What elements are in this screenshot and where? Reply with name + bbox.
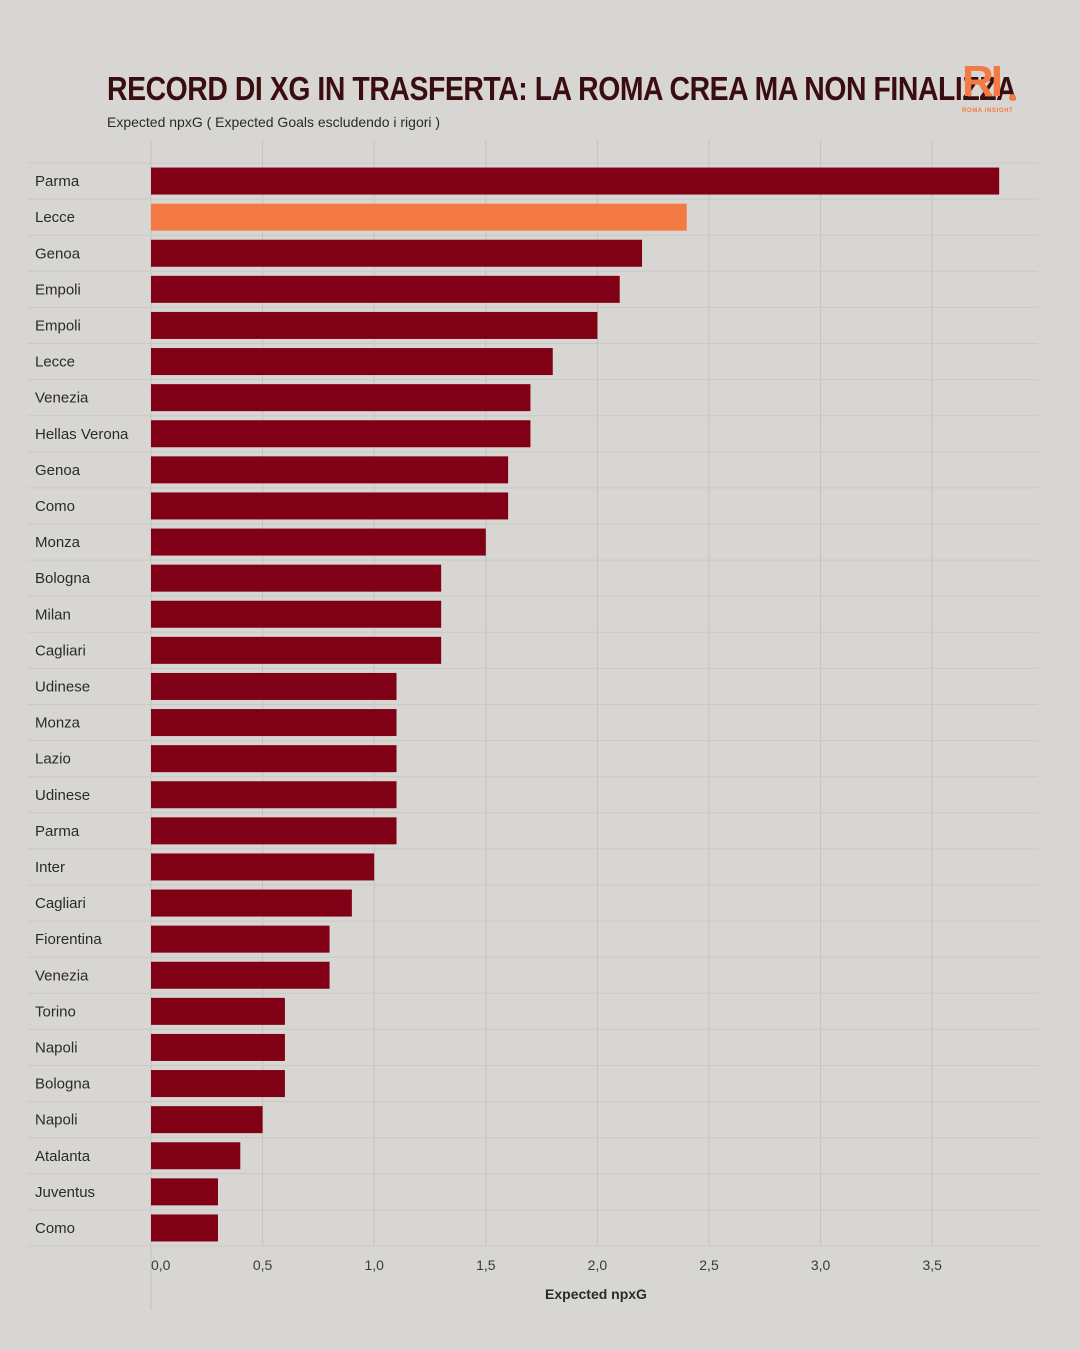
category-label: Venezia (35, 390, 89, 407)
bar (151, 203, 687, 231)
category-label: Torino (35, 1003, 76, 1020)
bar (151, 853, 375, 881)
bar (151, 925, 330, 953)
x-tick-label: 1,5 (476, 1257, 496, 1273)
roma-insight-logo: RI ROMA INSIGHT (962, 60, 1022, 120)
bar (151, 1106, 263, 1134)
category-label: Udinese (35, 787, 90, 804)
bar (151, 492, 509, 520)
bar (151, 745, 397, 773)
bar (151, 781, 397, 809)
chart-subtitle: Expected npxG ( Expected Goals escludend… (107, 114, 441, 130)
category-label: Fiorentina (35, 931, 102, 948)
chart-title: Record di xG in trasferta: la Roma crea … (107, 70, 1017, 107)
bar (151, 528, 486, 556)
logo-dot-icon (1009, 94, 1016, 101)
x-tick-label: 3,0 (811, 1257, 831, 1273)
category-label: Empoli (35, 317, 81, 334)
category-label: Bologna (35, 570, 91, 587)
bar (151, 600, 442, 628)
category-label: Bologna (35, 1076, 91, 1093)
bar (151, 1033, 285, 1061)
category-label: Napoli (35, 1039, 78, 1056)
category-label: Parma (35, 173, 80, 190)
bar (151, 167, 1000, 195)
category-label: Como (35, 498, 75, 515)
x-tick-label: 0,0 (151, 1257, 171, 1273)
category-label: Genoa (35, 462, 81, 479)
logo-mark: RI (962, 57, 1003, 106)
category-label: Parma (35, 823, 80, 840)
category-label: Genoa (35, 245, 81, 262)
bar (151, 817, 397, 845)
bar (151, 420, 531, 448)
category-label: Juventus (35, 1184, 95, 1201)
category-label: Milan (35, 606, 71, 623)
bar (151, 709, 397, 737)
category-label: Napoli (35, 1112, 78, 1129)
category-label: Lazio (35, 751, 71, 768)
bar (151, 311, 598, 339)
category-label: Lecce (35, 209, 75, 226)
bar (151, 1178, 218, 1206)
category-label: Atalanta (35, 1148, 91, 1165)
category-label: Empoli (35, 281, 81, 298)
bar (151, 997, 285, 1025)
x-tick-label: 0,5 (253, 1257, 273, 1273)
bar (151, 636, 442, 664)
category-label: Venezia (35, 967, 89, 984)
bar (151, 1214, 218, 1242)
category-label: Cagliari (35, 642, 86, 659)
category-label: Udinese (35, 678, 90, 695)
bar (151, 275, 620, 303)
x-axis-label: Expected npxG (545, 1286, 647, 1302)
category-label: Monza (35, 534, 81, 551)
category-label: Hellas Verona (35, 426, 129, 443)
category-label: Como (35, 1220, 75, 1237)
category-label: Lecce (35, 354, 75, 371)
category-label: Cagliari (35, 895, 86, 912)
bar (151, 384, 531, 412)
bar (151, 1142, 241, 1170)
logo-tagline: ROMA INSIGHT (962, 108, 1014, 114)
x-tick-label: 1,0 (364, 1257, 384, 1273)
bar (151, 961, 330, 989)
x-tick-label: 2,0 (588, 1257, 608, 1273)
bar (151, 889, 352, 917)
bar (151, 239, 643, 267)
x-tick-label: 2,5 (699, 1257, 719, 1273)
bar (151, 1070, 285, 1098)
category-label: Inter (35, 859, 65, 876)
x-tick-label: 3,5 (922, 1257, 942, 1273)
bar (151, 456, 509, 484)
bar (151, 564, 442, 592)
bar (151, 672, 397, 700)
category-label: Monza (35, 715, 81, 732)
bar (151, 348, 553, 376)
